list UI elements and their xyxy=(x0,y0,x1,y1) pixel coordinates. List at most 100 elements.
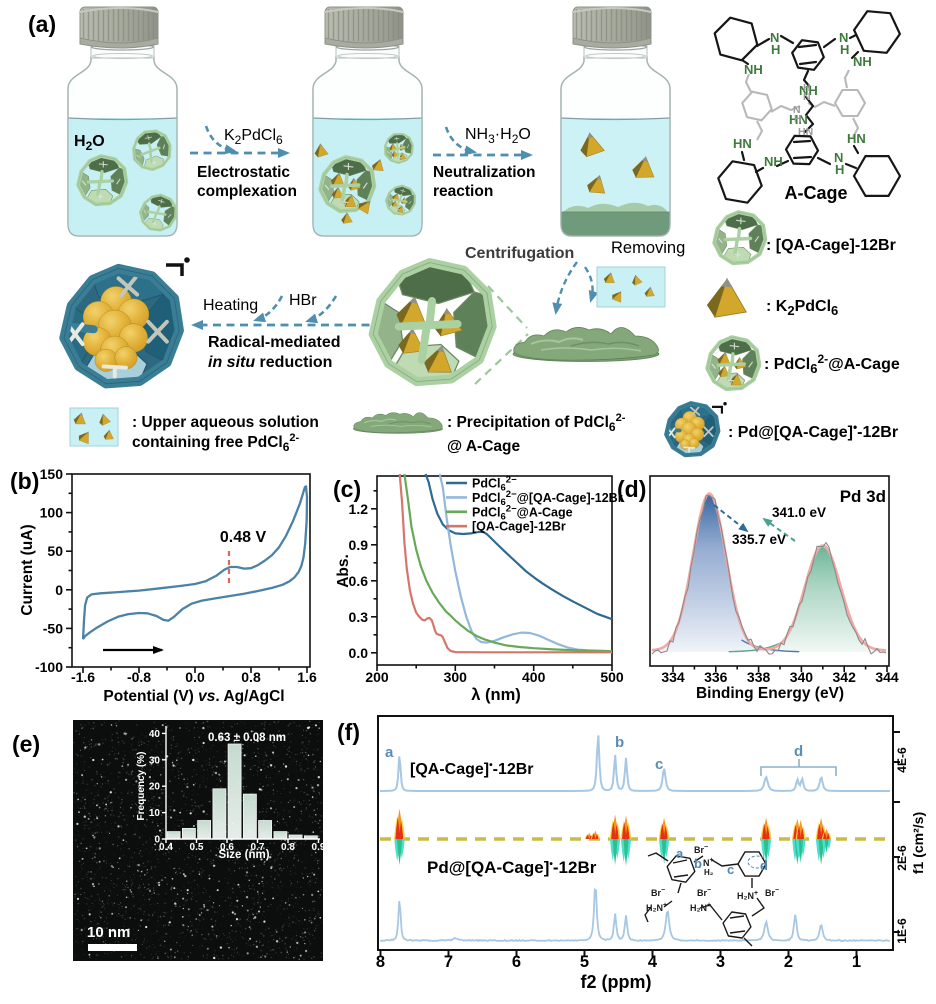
svg-text:341.0 eV: 341.0 eV xyxy=(772,505,826,520)
svg-text:0.7: 0.7 xyxy=(251,842,265,853)
svg-text:f1 (cm²/s): f1 (cm²/s) xyxy=(910,812,926,874)
svg-text:N: N xyxy=(839,30,848,45)
svg-text:N: N xyxy=(803,91,811,103)
svg-text:Pd 3d: Pd 3d xyxy=(840,487,886,506)
svg-text:Removing: Removing xyxy=(611,239,685,257)
svg-text:Potential (V) vs. Ag/AgCl: Potential (V) vs. Ag/AgCl xyxy=(103,688,284,705)
svg-text:300: 300 xyxy=(444,669,468,685)
svg-text:7: 7 xyxy=(444,953,453,971)
svg-text:(f): (f) xyxy=(337,719,360,745)
svg-text:Br−: Br− xyxy=(694,844,708,855)
svg-text:b: b xyxy=(694,856,702,871)
svg-text:3: 3 xyxy=(716,953,725,971)
svg-text:0.5: 0.5 xyxy=(190,842,204,853)
svg-text:50: 50 xyxy=(47,543,63,559)
svg-text:d: d xyxy=(794,743,803,760)
svg-text:150: 150 xyxy=(40,466,64,482)
svg-text:200: 200 xyxy=(365,669,389,685)
svg-text:0.4: 0.4 xyxy=(159,842,173,853)
svg-text:λ (nm): λ (nm) xyxy=(471,686,521,704)
svg-text:334: 334 xyxy=(661,669,685,685)
svg-text:338: 338 xyxy=(747,669,771,685)
svg-text:1.6: 1.6 xyxy=(297,669,317,685)
svg-text:NH: NH xyxy=(744,62,763,77)
svg-text:6: 6 xyxy=(512,953,521,971)
svg-text:Pd@[QA-Cage]•-12Br: Pd@[QA-Cage]•-12Br xyxy=(427,858,597,877)
svg-text:0.9: 0.9 xyxy=(312,842,326,853)
svg-text:Heating: Heating xyxy=(203,297,258,314)
svg-text:A-Cage: A-Cage xyxy=(784,183,847,203)
svg-text:N: N xyxy=(793,104,801,116)
svg-text:HN: HN xyxy=(789,112,808,127)
svg-text:Neutralization: Neutralization xyxy=(433,164,535,181)
svg-text:H2O: H2O xyxy=(74,133,105,153)
svg-text:(c): (c) xyxy=(333,476,361,502)
svg-text:-100: -100 xyxy=(35,659,63,675)
svg-text:Br−: Br− xyxy=(651,887,665,898)
svg-text:0.63 ± 0.08 nm: 0.63 ± 0.08 nm xyxy=(208,732,286,744)
svg-text:10 nm: 10 nm xyxy=(87,924,130,941)
svg-text:100: 100 xyxy=(40,505,64,521)
svg-text:1E-6: 1E-6 xyxy=(895,918,909,944)
svg-text:(d): (d) xyxy=(617,476,646,502)
svg-text:: [QA-Cage]-12Br: : [QA-Cage]-12Br xyxy=(766,237,896,254)
svg-text:0: 0 xyxy=(55,582,63,598)
svg-text:H: H xyxy=(840,42,849,57)
svg-text:5: 5 xyxy=(580,953,589,971)
svg-text:Size (nm): Size (nm) xyxy=(218,849,269,861)
svg-text:30: 30 xyxy=(149,755,161,766)
svg-text:K2PdCl6: K2PdCl6 xyxy=(224,127,283,147)
svg-text:Electrostatic: Electrostatic xyxy=(197,164,290,181)
svg-text:NH: NH xyxy=(764,154,783,169)
svg-text:-0.8: -0.8 xyxy=(127,669,151,685)
svg-text:a: a xyxy=(676,846,684,861)
svg-text:: Upper aqueous solution: : Upper aqueous solution xyxy=(132,414,319,431)
svg-text:Br−: Br− xyxy=(765,887,779,898)
svg-text:H: H xyxy=(794,113,802,125)
svg-text:[QA-Cage]-12Br: [QA-Cage]-12Br xyxy=(472,520,566,534)
svg-text:1: 1 xyxy=(852,953,861,971)
svg-text:H: H xyxy=(835,162,844,177)
svg-text:10: 10 xyxy=(149,808,161,819)
svg-text:-50: -50 xyxy=(43,620,63,636)
svg-text:H₂N+: H₂N+ xyxy=(690,902,711,913)
svg-text:(e): (e) xyxy=(12,731,40,757)
svg-text:H: H xyxy=(803,82,811,94)
svg-text:: K2PdCl6: : K2PdCl6 xyxy=(766,298,838,318)
svg-text:2E-6: 2E-6 xyxy=(895,845,909,871)
svg-text:0.48 V: 0.48 V xyxy=(220,529,267,546)
svg-text:0.8: 0.8 xyxy=(281,842,295,853)
svg-text:20: 20 xyxy=(149,782,161,793)
svg-text:Binding Energy (eV): Binding Energy (eV) xyxy=(696,685,844,702)
svg-text:H₂N+: H₂N+ xyxy=(646,902,667,913)
svg-text:335.7 eV: 335.7 eV xyxy=(732,532,786,547)
svg-text:NH: NH xyxy=(799,83,818,98)
svg-text:2: 2 xyxy=(784,953,793,971)
svg-text:342: 342 xyxy=(833,669,857,685)
svg-text:336: 336 xyxy=(704,669,728,685)
svg-text:8: 8 xyxy=(376,953,385,971)
svg-text:0.3: 0.3 xyxy=(349,609,369,625)
svg-text:NH3·H2O: NH3·H2O xyxy=(465,126,531,146)
svg-text:Radical-mediated: Radical-mediated xyxy=(208,334,340,351)
svg-text:Centrifugation: Centrifugation xyxy=(465,245,574,262)
svg-text:Br−: Br− xyxy=(697,887,711,898)
svg-text:-1.6: -1.6 xyxy=(71,669,95,685)
svg-text:: Precipitation of PdCl62-: : Precipitation of PdCl62- xyxy=(447,412,626,434)
svg-text:HN: HN xyxy=(798,126,813,138)
svg-text:d: d xyxy=(760,858,768,873)
svg-text:0.6: 0.6 xyxy=(349,573,369,589)
svg-text:N: N xyxy=(770,30,779,45)
svg-text:: PdCl62-@A-Cage: : PdCl62-@A-Cage xyxy=(764,352,900,376)
svg-text:in situ reduction: in situ reduction xyxy=(208,354,332,371)
svg-text:400: 400 xyxy=(522,669,546,685)
svg-text:Abs.: Abs. xyxy=(335,554,352,588)
svg-text:4E-6: 4E-6 xyxy=(895,747,909,773)
svg-text:500: 500 xyxy=(600,669,624,685)
svg-text:a: a xyxy=(385,744,394,761)
svg-text:344: 344 xyxy=(875,669,899,685)
svg-text:: Pd@[QA-Cage]•-12Br: : Pd@[QA-Cage]•-12Br xyxy=(728,420,898,441)
svg-text:@ A-Cage: @ A-Cage xyxy=(447,438,520,455)
svg-text:containing free PdCl62-: containing free PdCl62- xyxy=(132,432,300,454)
svg-text:H₂N+: H₂N+ xyxy=(737,890,758,901)
